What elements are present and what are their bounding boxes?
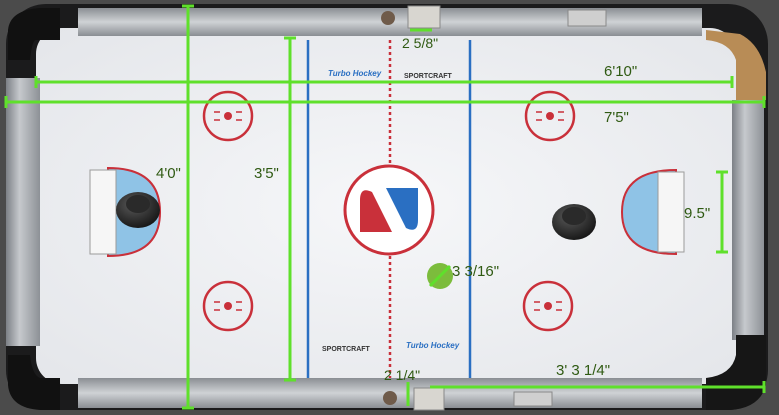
label-bottom-slot: 2 1/4": [384, 367, 420, 383]
label-puck: 3 3/16": [452, 263, 499, 280]
label-top-slot: 2 5/8": [402, 35, 438, 51]
faceoff-circle-bl: [202, 280, 254, 332]
label-rail: 3' 3 1/4": [556, 362, 610, 379]
label-length-inner: 6'10": [604, 63, 637, 80]
goal-right: [657, 171, 685, 253]
measure-line-puck: [428, 264, 452, 288]
label-width-outer: 4'0": [156, 165, 181, 182]
goal-left: [89, 169, 117, 255]
bottom-bolt: [383, 391, 397, 405]
left-rail: [6, 78, 40, 346]
top-hinge: [567, 9, 607, 27]
top-bolt: [381, 11, 395, 25]
brand-left-top: Turbo Hockey: [328, 69, 382, 78]
label-length-outer: 7'5": [604, 109, 629, 126]
measurement-lines: [4, 4, 766, 410]
corner-br: [706, 335, 766, 410]
bottom-bracket: [413, 387, 445, 411]
brand-right-bottom: Turbo Hockey: [406, 341, 460, 350]
label-goal: 9.5": [684, 205, 710, 222]
top-bracket: [407, 5, 441, 29]
corner-tr: [706, 30, 766, 100]
corner-tl: [8, 8, 60, 60]
label-width-inner: 3'5": [254, 165, 279, 182]
measurement-labels: 6'10" 7'5" 4'0" 3'5" 9.5" 3 3/16" 2 5/8"…: [156, 35, 710, 383]
bottom-hinge: [513, 391, 553, 407]
right-rail: [732, 100, 764, 340]
sportcraft-logo-icon: [343, 164, 435, 256]
faceoff-circle-br: [522, 280, 574, 332]
mallet-left-icon: [116, 192, 160, 228]
brand-left-bottom: SPORTCRAFT: [322, 346, 371, 353]
faceoff-circle-tl: [202, 90, 254, 142]
brand-right-top: SPORTCRAFT: [404, 73, 453, 80]
corner-bl: [8, 355, 60, 410]
faceoff-circle-tr: [524, 90, 576, 142]
mallet-right-icon: [552, 204, 596, 240]
